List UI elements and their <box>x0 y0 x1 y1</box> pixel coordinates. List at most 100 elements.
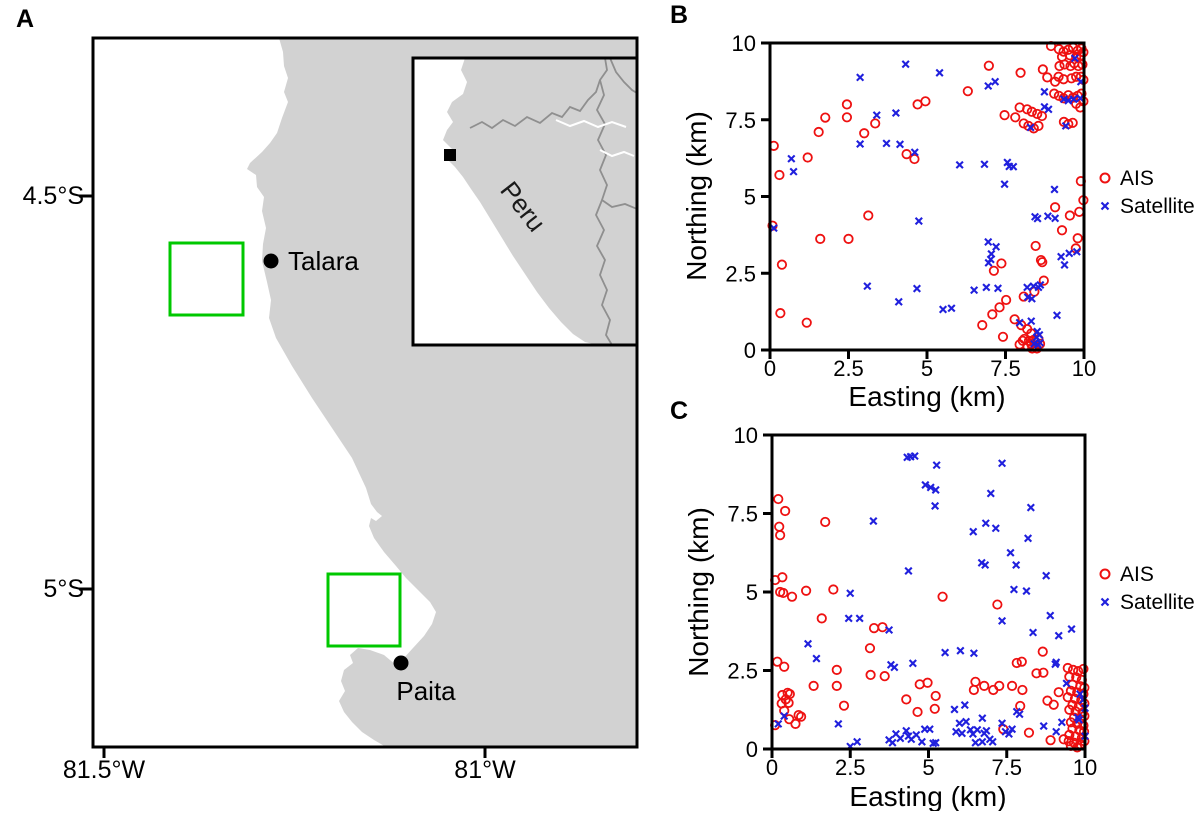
scatter-point-satellite <box>926 483 935 492</box>
scatter-point-ais <box>994 302 1005 313</box>
scatter-point-ais <box>1058 734 1069 745</box>
scatter-point-satellite <box>931 485 940 494</box>
scatter-point-ais <box>999 110 1010 121</box>
scatter-point-ais <box>1009 314 1020 325</box>
panel-label-c: C <box>670 397 688 425</box>
scatter-point-ais <box>1038 667 1049 678</box>
scatter-point-satellite <box>902 726 911 735</box>
scatter-point-satellite <box>1070 54 1079 63</box>
scatter-point-satellite <box>1072 247 1081 256</box>
x-tick-label: 10 <box>1072 356 1096 381</box>
scatter-point-satellite <box>935 68 944 77</box>
scatter-point-ais <box>901 149 912 160</box>
scatter-point-satellite <box>1009 585 1018 594</box>
scatter-point-ais <box>865 669 876 680</box>
scatter-point-satellite <box>1023 534 1033 543</box>
scatter-point-ais <box>841 112 853 123</box>
scatter-point-ais <box>779 661 790 672</box>
scatter-point-ais <box>1077 59 1088 70</box>
scatter-point-ais <box>1056 225 1068 236</box>
scatter-point-satellite <box>895 140 905 149</box>
scatter-point-satellite <box>998 616 1007 625</box>
paita-city-label: Paita <box>396 676 456 706</box>
scatter-point-ais <box>813 126 824 138</box>
scatter-point-ais <box>920 96 931 107</box>
scatter-point-satellite <box>787 154 796 163</box>
scatter-point-satellite <box>908 659 917 668</box>
scatter-point-ais <box>1071 98 1082 109</box>
legend-b: AIS Satellite <box>1099 167 1195 218</box>
scatter-point-satellite <box>910 451 919 461</box>
inset-rivers <box>555 119 635 158</box>
scatter-point-satellite <box>1051 660 1060 669</box>
scatter-point-satellite <box>855 614 864 623</box>
scatter-point-ais <box>775 530 786 541</box>
scatter-point-satellite <box>914 217 923 226</box>
scatter-point-ais <box>773 493 784 505</box>
scatter-point-satellite <box>1057 718 1066 727</box>
scatter-point-ais <box>784 714 795 725</box>
scatter-point-ais <box>1015 67 1026 78</box>
scatter-point-satellite <box>856 73 865 82</box>
legend-satellite-label-c: Satellite <box>1120 591 1195 614</box>
x-axis-title-b: Easting (km) <box>848 381 1005 412</box>
scatter-point-satellite <box>982 726 991 735</box>
scatter-point-satellite <box>844 614 853 623</box>
scatter-point-ais <box>831 680 842 691</box>
scatter-point-satellite <box>1042 571 1051 580</box>
scatter-point-ais <box>1053 687 1064 698</box>
scatter-point-ais <box>1069 693 1081 704</box>
scatter-point-satellite <box>998 459 1007 468</box>
scatter-point-satellite <box>885 625 894 635</box>
scatter-point-satellite <box>1075 715 1084 724</box>
scatter-point-satellite <box>1026 123 1035 132</box>
scatter-point-ais <box>820 516 831 528</box>
y-tick-label: 7.5 <box>725 108 756 133</box>
scatter-point-ais <box>1059 59 1070 70</box>
x-tick-label: 2.5 <box>835 755 866 780</box>
lon-label-81w: 81°W <box>454 756 516 784</box>
scatter-point-satellite <box>1057 252 1066 261</box>
legend-c: AIS Satellite <box>1099 563 1195 614</box>
scatter-point-satellite <box>932 461 941 470</box>
scatter-point-ais <box>1062 662 1073 674</box>
scatter-point-ais <box>1078 663 1089 675</box>
scatter-points-c <box>770 451 1090 753</box>
scatter-point-ais <box>1011 657 1022 669</box>
plot-box-b <box>768 41 1086 352</box>
scatter-point-satellite <box>1028 628 1038 637</box>
scatter-point-satellite <box>971 738 980 747</box>
scatter-point-ais <box>1074 206 1085 217</box>
scatter-point-ais <box>870 118 881 129</box>
scatter-point-ais <box>1032 108 1043 120</box>
scatter-point-ais <box>1063 44 1074 55</box>
scatter-point-ais <box>1054 60 1065 72</box>
scatter-point-satellite <box>955 160 964 169</box>
scatter-point-ais <box>912 706 923 718</box>
scatter-point-ais <box>1072 742 1083 753</box>
scatter-point-satellite <box>925 725 934 734</box>
scatter-point-ais <box>988 265 999 276</box>
scatter-point-satellite <box>992 242 1001 251</box>
scatter-point-satellite <box>1023 283 1032 292</box>
scatter-point-satellite <box>966 725 975 734</box>
lon-label-81-5w: 81.5°W <box>63 756 146 784</box>
scatter-point-satellite <box>941 648 950 657</box>
axis-ticks-c: 0 2.5 5 7.5 10 0 2.5 5 7.5 10 <box>727 423 1097 780</box>
scatter-point-satellite <box>1054 631 1063 640</box>
scatter-point-satellite <box>1036 280 1045 289</box>
study-site-square-marker <box>444 149 456 161</box>
scatter-point-ais <box>1026 106 1037 117</box>
scatter-point-ais <box>1066 73 1077 84</box>
scatter-point-satellite <box>1065 249 1074 258</box>
scatter-point-satellite <box>955 719 964 728</box>
scatter-point-satellite <box>789 167 798 176</box>
scatter-point-ais <box>780 505 791 517</box>
scatter-point-ais <box>864 643 876 654</box>
panel-label-a: A <box>16 5 34 33</box>
scatter-point-ais <box>777 572 788 583</box>
scatter-point-satellite <box>1027 294 1036 303</box>
scatter-point-ais <box>828 584 839 595</box>
scatter-point-ais <box>879 671 890 682</box>
